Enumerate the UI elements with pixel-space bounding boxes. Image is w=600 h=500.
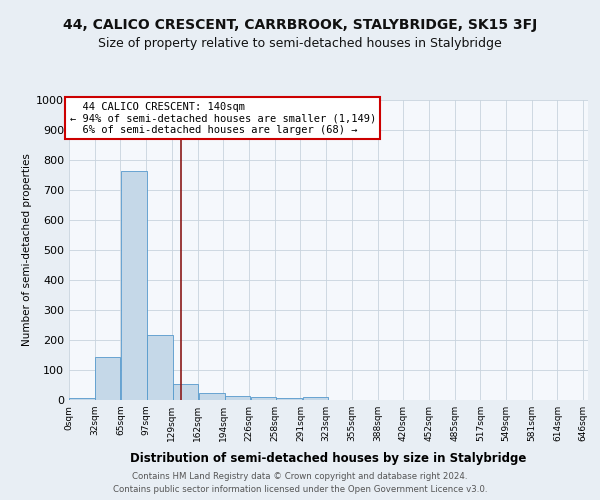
- Bar: [173, 384, 198, 400]
- Bar: [199, 392, 225, 400]
- Text: Contains HM Land Registry data © Crown copyright and database right 2024.: Contains HM Land Registry data © Crown c…: [132, 472, 468, 481]
- Bar: [303, 397, 328, 400]
- Bar: [251, 397, 276, 400]
- Y-axis label: Number of semi-detached properties: Number of semi-detached properties: [22, 154, 32, 346]
- Text: 44 CALICO CRESCENT: 140sqm  
← 94% of semi-detached houses are smaller (1,149)
 : 44 CALICO CRESCENT: 140sqm ← 94% of semi…: [70, 102, 376, 134]
- Bar: [121, 172, 147, 400]
- Bar: [277, 398, 302, 400]
- Bar: [147, 334, 173, 400]
- Bar: [225, 396, 250, 400]
- Bar: [95, 356, 120, 400]
- Bar: [69, 398, 95, 400]
- Text: Size of property relative to semi-detached houses in Stalybridge: Size of property relative to semi-detach…: [98, 38, 502, 51]
- Text: Contains public sector information licensed under the Open Government Licence v3: Contains public sector information licen…: [113, 485, 487, 494]
- Text: 44, CALICO CRESCENT, CARRBROOK, STALYBRIDGE, SK15 3FJ: 44, CALICO CRESCENT, CARRBROOK, STALYBRI…: [63, 18, 537, 32]
- X-axis label: Distribution of semi-detached houses by size in Stalybridge: Distribution of semi-detached houses by …: [130, 452, 527, 466]
